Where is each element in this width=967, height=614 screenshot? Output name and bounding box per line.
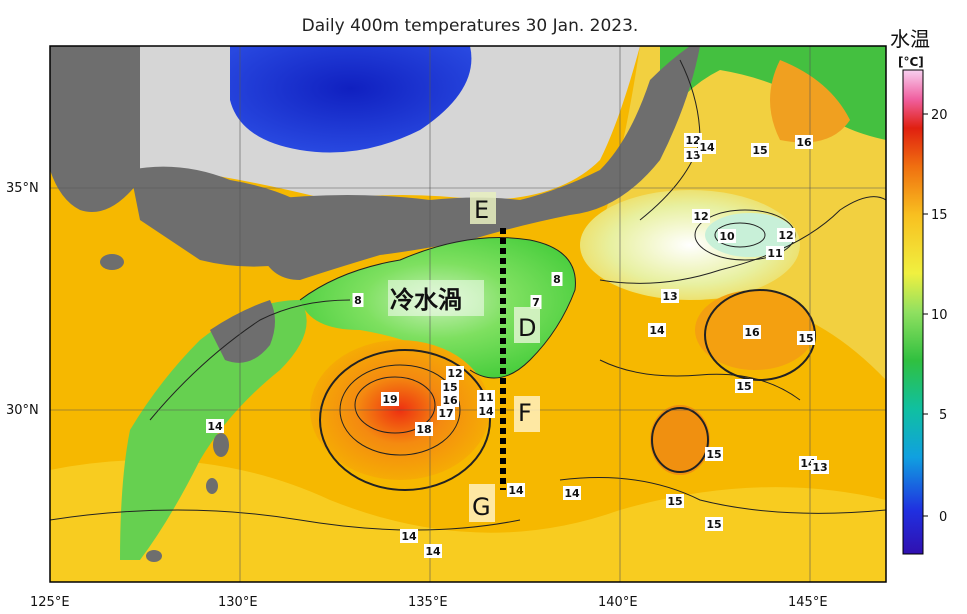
contour-label: 15 — [667, 495, 682, 508]
contour-label-bg — [477, 390, 495, 404]
contour-label: 12 — [778, 229, 793, 242]
contour-label: 14 — [564, 487, 580, 500]
lon-label-125: 125°E — [30, 595, 70, 610]
colorbar-unit: [°C] — [898, 55, 924, 69]
contour-label-bg — [797, 331, 815, 345]
contour-label-bg — [381, 392, 399, 406]
contour-label-bg — [811, 460, 829, 474]
contour-label: 14 — [401, 530, 417, 543]
contour-label: 14 — [649, 324, 665, 337]
contour-label-bg — [446, 366, 464, 380]
contour-label: 16 — [442, 394, 458, 407]
contour-label-bg — [751, 143, 769, 157]
contour-label: 13 — [662, 290, 677, 303]
contour-label-bg — [705, 447, 723, 461]
contour-label: 12 — [693, 210, 708, 223]
point-f-label: F — [518, 399, 532, 427]
contour-label: 11 — [767, 247, 782, 260]
contour-label: 8 — [354, 294, 362, 307]
contour-label-bg — [415, 422, 433, 436]
contour-label-bg — [424, 544, 442, 558]
colorbar-tick-5: 5 — [939, 408, 947, 423]
contour-label: 15 — [736, 380, 751, 393]
contour-label: 14 — [699, 141, 715, 154]
lon-label-135: 135°E — [408, 595, 448, 610]
point-g-label: G — [472, 493, 491, 521]
lon-label-140: 140°E — [598, 595, 638, 610]
lat-label-30: 30°N — [6, 403, 39, 418]
contour-label-bg — [743, 325, 761, 339]
cold-eddy-label: 冷水渦 — [390, 286, 462, 314]
contour-label-bg — [551, 272, 563, 286]
map-canvas — [50, 46, 886, 582]
colorbar-title: 水温 — [890, 27, 930, 51]
map-frame — [49, 45, 887, 583]
contour-label-bg — [777, 228, 795, 242]
contour-label: 15 — [706, 518, 721, 531]
contour-label: 16 — [744, 326, 760, 339]
contour-label: 16 — [796, 136, 812, 149]
contour-label: 10 — [719, 230, 735, 243]
contour-label-bg — [648, 323, 666, 337]
contour-label-bg — [441, 393, 459, 407]
contour-label: 12 — [685, 134, 700, 147]
contour-label: 14 — [207, 420, 223, 433]
contour-label-bg — [684, 148, 702, 162]
point-d-label: D — [518, 314, 536, 342]
contour-label-bg — [437, 406, 455, 420]
contour-label-bg — [530, 295, 542, 309]
colorbar-tick-0: 0 — [939, 510, 947, 525]
contour-label-bg — [666, 494, 684, 508]
contour-label-bg — [795, 135, 813, 149]
contour-label: 15 — [706, 448, 721, 461]
contour-label: 13 — [812, 461, 827, 474]
contour-label: 11 — [478, 391, 493, 404]
contour-label-bg — [735, 379, 753, 393]
contour-label-bg — [352, 293, 364, 307]
colorbar-tick-10: 10 — [931, 308, 948, 323]
point-e-label: E — [474, 196, 489, 224]
contour-label-bg — [698, 140, 716, 154]
contour-label: 7 — [532, 296, 540, 309]
contour-label: 14 — [508, 484, 524, 497]
contour-label: 14 — [425, 545, 441, 558]
contour-label-bg — [692, 209, 710, 223]
contour-label-bg — [206, 419, 224, 433]
contour-label: 15 — [442, 381, 457, 394]
axis-labels: 125°E 130°E 135°E 140°E 145°E 35°N 30°N — [6, 181, 828, 610]
contour-label-bg — [661, 289, 679, 303]
contour-label-bg — [400, 529, 418, 543]
lon-label-130: 130°E — [218, 595, 258, 610]
contour-label-bg — [507, 483, 525, 497]
contour-label: 15 — [752, 144, 767, 157]
contour-label-bg — [718, 229, 736, 243]
contour-label: 19 — [382, 393, 397, 406]
contour-label-bg — [684, 133, 702, 147]
contour-label-bg — [766, 246, 784, 260]
contour-label: 12 — [447, 367, 462, 380]
contour-label: 8 — [553, 273, 561, 286]
contour-label-bg — [477, 404, 495, 418]
contour-label: 17 — [438, 407, 453, 420]
map-title: Daily 400m temperatures 30 Jan. 2023. — [301, 16, 639, 36]
contour-label: 18 — [416, 423, 431, 436]
contour-label-bg — [705, 517, 723, 531]
colorbar-tick-15: 15 — [931, 208, 948, 223]
annotations: E D F G 冷水渦 — [388, 192, 540, 522]
contour-label: 13 — [685, 149, 700, 162]
contour-label: 15 — [798, 332, 813, 345]
contour-label: 14 — [478, 405, 494, 418]
colorbar: 水温 [°C] 20 15 10 5 0 — [890, 27, 948, 555]
lat-label-35: 35°N — [6, 181, 39, 196]
lon-label-145: 145°E — [788, 595, 828, 610]
contour-label-bg — [441, 380, 459, 394]
contour-label-bg — [563, 486, 581, 500]
colorbar-tick-20: 20 — [931, 108, 948, 123]
